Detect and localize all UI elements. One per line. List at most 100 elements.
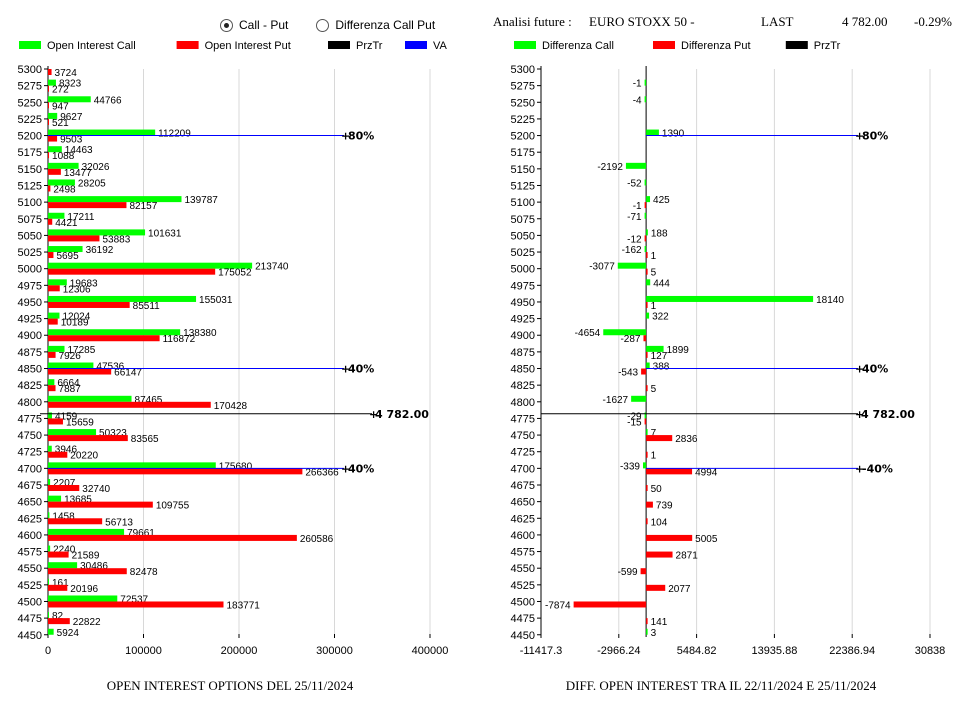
call-bar — [642, 462, 647, 469]
put-bar-value-label: 4421 — [55, 218, 78, 229]
y-tick-label: 4550 — [18, 563, 42, 575]
last-price-marker: + — [369, 408, 378, 421]
put-bar — [640, 568, 647, 575]
y-tick-label: 5275 — [18, 81, 42, 93]
put-bar-value-label: 127 — [651, 351, 668, 362]
call-bar — [48, 362, 94, 369]
y-tick-label: 4625 — [18, 513, 42, 525]
put-bar — [646, 501, 653, 508]
y-tick-label: 4975 — [18, 280, 42, 292]
y-tick-label: 4475 — [18, 613, 42, 625]
put-bar-value-label: 521 — [52, 118, 69, 129]
radio-call-put[interactable]: Call - Put — [220, 18, 288, 32]
call-bar-value-label: 9627 — [60, 112, 83, 123]
call-bar — [625, 162, 647, 169]
call-bar — [48, 262, 253, 269]
y-tick-label: 4975 — [511, 280, 535, 292]
put-bar-value-label: 2836 — [675, 434, 698, 445]
call-bar-value-label: 444 — [653, 278, 670, 289]
call-bar — [48, 162, 79, 169]
y-tick-label: 5150 — [18, 164, 42, 176]
put-bar — [48, 268, 216, 275]
put-bar-value-label: 5 — [651, 268, 657, 279]
put-bar — [48, 168, 61, 175]
call-bar-value-label: 2240 — [53, 545, 76, 556]
call-bar-value-label: 155031 — [199, 295, 233, 306]
y-tick-label: 4675 — [511, 480, 535, 492]
y-tick-label: 4575 — [511, 547, 535, 559]
call-bar — [646, 628, 648, 635]
call-bar-value-label: 1458 — [52, 511, 75, 522]
x-tick-label: 200000 — [221, 645, 258, 657]
call-bar-value-label: -339 — [620, 461, 640, 472]
y-tick-label: 4525 — [18, 580, 42, 592]
put-bar-value-label: 5 — [651, 384, 657, 395]
call-bar — [644, 246, 647, 253]
put-bar — [646, 584, 666, 591]
put-bar — [48, 152, 50, 159]
call-bar-value-label: 17285 — [68, 345, 96, 356]
put-bar — [48, 601, 224, 608]
radio-selected-icon — [220, 18, 233, 32]
call-bar — [646, 312, 650, 319]
y-tick-label: 5075 — [18, 214, 42, 226]
y-tick-label: 5100 — [18, 197, 42, 209]
call-bar-value-label: 32026 — [82, 162, 110, 173]
put-bar — [48, 501, 153, 508]
call-bar-value-label: 79661 — [127, 528, 155, 539]
va-percent-label: 40% — [348, 363, 374, 376]
put-bar-value-label: 53883 — [102, 234, 130, 245]
put-bar — [646, 551, 673, 558]
x-tick-label: 0 — [45, 645, 51, 657]
y-tick-label: 4700 — [18, 463, 42, 475]
y-tick-label: 4800 — [511, 397, 535, 409]
y-tick-label: 4925 — [18, 314, 42, 326]
x-tick-label: 30838 — [915, 645, 946, 657]
call-bar — [644, 212, 647, 219]
call-bar-value-label: 3946 — [55, 445, 78, 456]
legend-label-0: Open Interest Call — [47, 40, 136, 52]
y-tick-label: 5050 — [511, 230, 535, 242]
legend-label-3: VA — [433, 40, 448, 52]
put-bar-value-label: 116872 — [163, 334, 196, 345]
y-tick-label: 4700 — [511, 463, 535, 475]
y-tick-label: 5000 — [511, 264, 535, 276]
put-bar — [646, 435, 673, 442]
call-bar-value-label: 188 — [651, 228, 668, 239]
y-tick-label: 4450 — [511, 630, 535, 642]
call-bar — [48, 129, 156, 136]
put-bar — [646, 468, 693, 475]
call-bar — [646, 196, 651, 203]
put-bar-value-label: 50 — [651, 484, 663, 495]
va-percent-label: 40% — [348, 462, 374, 475]
put-bar-value-label: 20196 — [70, 584, 98, 595]
y-tick-label: 5300 — [511, 64, 535, 76]
y-tick-label: 4875 — [511, 347, 535, 359]
y-tick-label: 4675 — [18, 480, 42, 492]
put-bar-value-label: 4994 — [695, 467, 718, 478]
put-bar — [573, 601, 647, 608]
y-tick-label: 4450 — [18, 630, 42, 642]
put-bar — [48, 202, 127, 209]
call-bar — [48, 196, 182, 203]
legend-swatch-1 — [653, 41, 675, 49]
call-bar — [48, 279, 67, 286]
call-bar-value-label: -4 — [633, 95, 642, 106]
call-bar — [646, 429, 648, 436]
y-tick-label: 4725 — [511, 447, 535, 459]
put-bar — [48, 351, 56, 358]
call-bar — [48, 246, 83, 253]
call-bar — [644, 179, 647, 186]
put-bar-value-label: 266366 — [305, 467, 339, 478]
radio-differenza-call-put[interactable]: Differenza Call Put — [316, 18, 435, 32]
call-bar-value-label: -2192 — [597, 162, 623, 173]
put-bar-value-label: 56713 — [105, 517, 133, 528]
call-bar-value-label: -162 — [622, 245, 642, 256]
y-tick-label: 4750 — [18, 430, 42, 442]
last-price-marker: + — [855, 408, 864, 421]
call-bar-value-label: 30486 — [80, 561, 108, 572]
put-bar-value-label: 15659 — [66, 417, 94, 428]
y-tick-label: 5025 — [18, 247, 42, 259]
y-tick-label: 5075 — [511, 214, 535, 226]
y-tick-label: 4625 — [511, 513, 535, 525]
